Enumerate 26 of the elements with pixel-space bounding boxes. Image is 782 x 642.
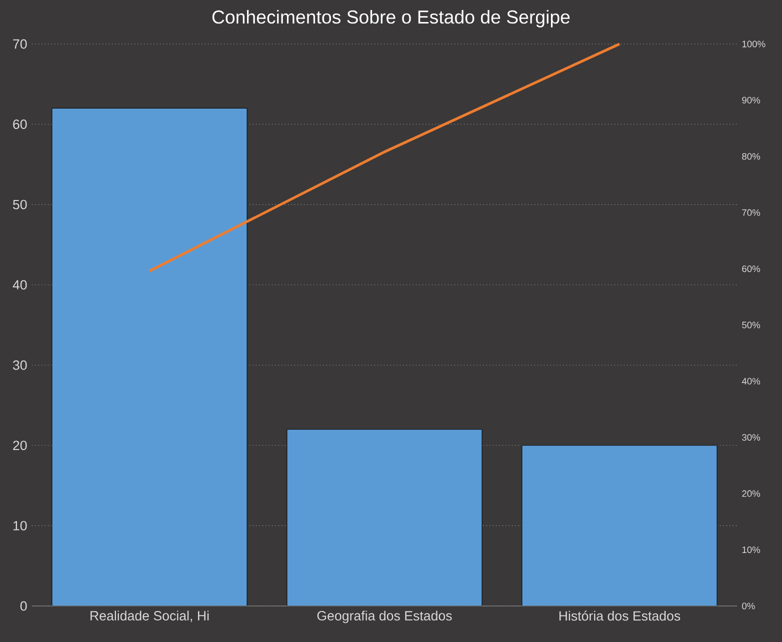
y-tick-label: 20 — [13, 440, 27, 450]
y-tick-label: 70 — [13, 39, 27, 49]
y2-tick-label: 10% — [742, 546, 760, 554]
y2-tick-label: 0% — [742, 602, 755, 610]
bar — [52, 108, 248, 606]
y2-tick-label: 70% — [742, 209, 760, 216]
y-tick-label: 30 — [12, 360, 27, 370]
x-tick-label: Geografia dos Estados — [317, 610, 452, 624]
y-tick-label: 60 — [13, 120, 27, 129]
bar — [522, 445, 718, 606]
y2-tick-label: 30% — [742, 434, 760, 441]
y2-tick-label: 90% — [742, 96, 760, 104]
y-tick-label: 10 — [13, 520, 27, 530]
y-tick-label: 0 — [20, 601, 27, 611]
bar — [286, 429, 482, 606]
y2-tick-label: 40% — [742, 378, 760, 384]
y2-tick-label: 60% — [742, 266, 760, 272]
y2-tick-label: 50% — [742, 322, 760, 328]
x-tick-label: Realidade Social, Hi — [90, 610, 209, 622]
y-tick-label: 40 — [12, 280, 27, 290]
x-tick-label: História dos Estados — [559, 610, 680, 621]
chart-title: Conhecimentos Sobre o Estado de Sergipe — [212, 10, 570, 28]
y2-tick-label: 80% — [742, 153, 760, 160]
y2-tick-label: 100% — [742, 40, 766, 48]
y-tick-label: 50 — [13, 200, 27, 210]
y2-tick-label: 20% — [742, 490, 760, 497]
